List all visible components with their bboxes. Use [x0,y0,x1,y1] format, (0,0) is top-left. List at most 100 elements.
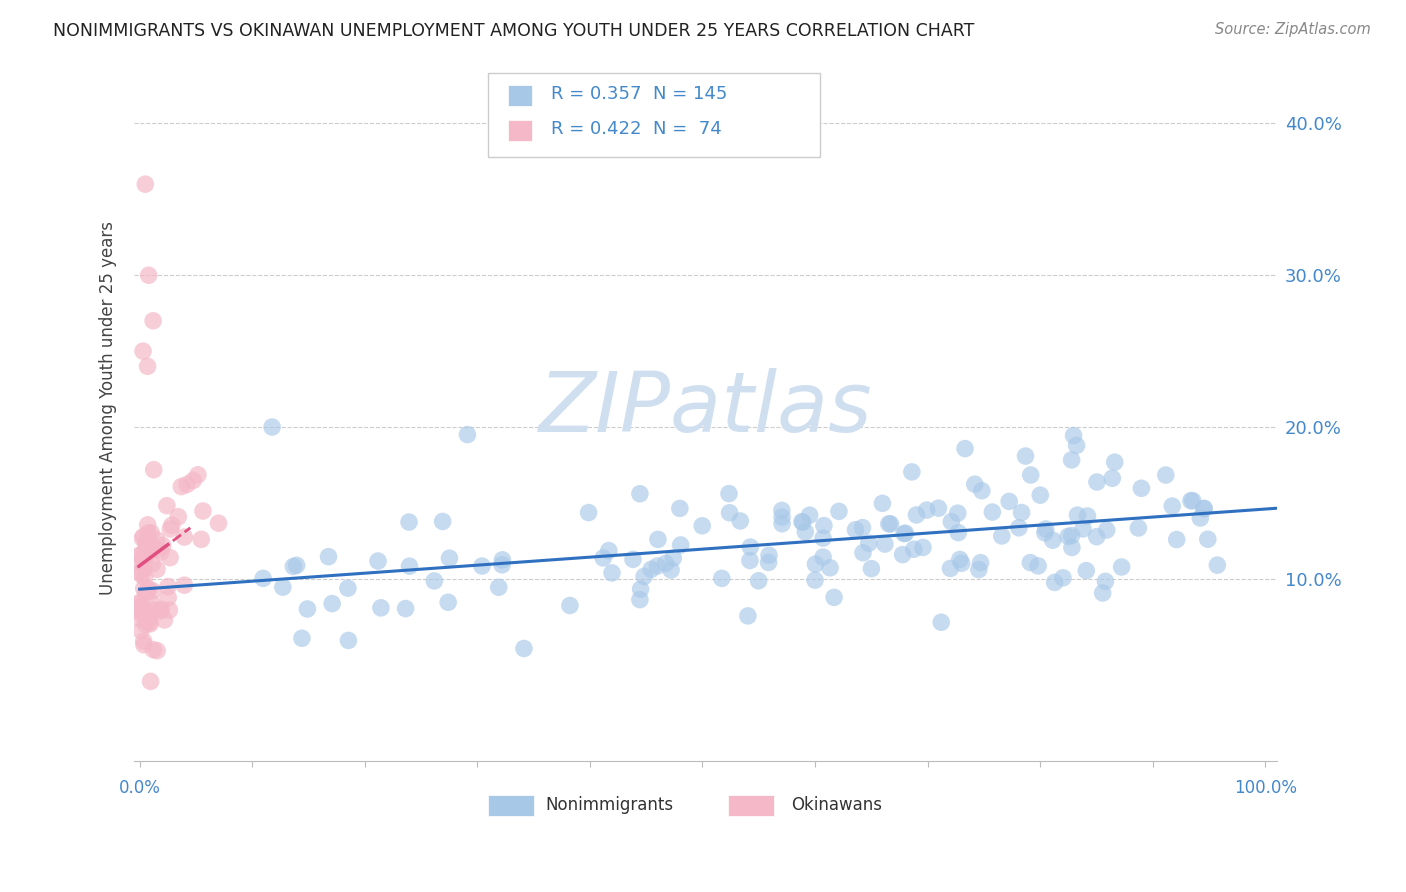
Point [138,612,160,626]
Point [858,536,880,550]
Point [142,602,165,616]
Point [138,582,160,596]
Point [1197,533,1219,547]
Point [1181,493,1204,508]
Point [929,615,952,630]
Point [738,553,761,567]
Point [1091,586,1114,600]
FancyBboxPatch shape [488,795,534,816]
Point [456,427,478,442]
Point [157,591,180,605]
Point [398,559,420,574]
Point [998,494,1021,508]
Point [852,546,875,560]
Point [740,540,762,554]
Point [146,562,169,576]
Point [132,562,155,576]
Point [1128,521,1150,535]
Point [190,533,212,547]
Point [1076,509,1098,524]
Point [981,505,1004,519]
Point [911,541,934,555]
Point [927,501,949,516]
Text: R = 0.357  N = 145: R = 0.357 N = 145 [551,85,727,103]
Point [654,557,676,571]
Point [818,561,841,575]
Point [513,641,536,656]
Point [129,548,152,562]
Point [336,581,359,595]
Point [132,529,155,543]
Point [152,539,174,553]
Point [1060,528,1083,542]
Point [142,463,165,477]
Point [669,538,692,552]
Point [136,526,159,541]
Point [132,553,155,567]
Point [159,522,181,536]
Point [128,595,150,609]
Point [877,516,900,531]
Point [770,516,793,531]
Point [640,562,662,576]
Point [1094,574,1116,589]
Point [1042,533,1064,548]
Point [717,486,740,500]
Point [851,521,873,535]
Point [790,515,813,529]
Point [1130,481,1153,495]
Point [135,536,157,550]
FancyBboxPatch shape [508,85,531,106]
Point [813,518,835,533]
Point [794,524,817,539]
Point [1033,525,1056,540]
Point [669,501,692,516]
Point [621,552,644,566]
Point [905,508,928,522]
Point [132,582,155,596]
Point [156,499,179,513]
Point [134,570,156,584]
Point [823,591,845,605]
Point [990,529,1012,543]
Point [136,359,159,374]
Point [135,541,157,556]
Point [963,477,986,491]
Point [758,556,780,570]
Point [1085,530,1108,544]
Point [1026,558,1049,573]
Y-axis label: Unemployment Among Youth under 25 years: Unemployment Among Youth under 25 years [100,221,117,595]
Point [432,515,454,529]
Point [271,580,294,594]
Point [1014,449,1036,463]
Point [737,608,759,623]
Point [283,559,305,574]
Point [799,508,821,523]
Point [953,442,976,456]
Point [690,518,713,533]
Point [1101,471,1123,485]
Point [730,514,752,528]
Point [647,559,669,574]
Point [598,543,620,558]
Point [1192,501,1215,516]
Point [159,550,181,565]
Point [647,533,669,547]
Point [1071,522,1094,536]
Point [630,582,652,596]
Point [770,503,793,517]
Point [146,643,169,657]
Point [662,551,685,566]
Point [394,601,416,615]
Point [1161,499,1184,513]
Point [129,548,152,562]
Point [1019,556,1042,570]
Point [146,533,169,547]
Point [132,344,155,359]
Point [135,549,157,564]
Point [873,537,896,551]
FancyBboxPatch shape [488,73,820,158]
Point [659,563,682,577]
Point [187,467,209,482]
Point [1060,541,1083,555]
